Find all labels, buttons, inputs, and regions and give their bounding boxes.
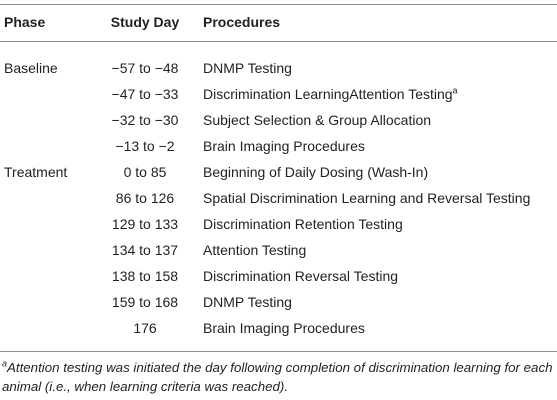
procedure-cell: Discrimination LearningAttention Testing… <box>203 85 458 103</box>
procedure-cell: Discrimination Retention Testing <box>203 215 403 233</box>
procedure-cell: Brain Imaging Procedures <box>203 319 365 337</box>
study-day-cell: 86 to 126 <box>115 190 175 206</box>
procedure-text: Subject Selection & Group Allocation <box>203 112 432 128</box>
procedure-cell: DNMP Testing <box>203 293 292 311</box>
procedure-text: Discrimination Retention Testing <box>203 216 403 232</box>
procedure-text: Beginning of Daily Dosing (Wash-In) <box>203 164 429 180</box>
study-day-cell: −57 to −48 <box>111 60 179 76</box>
footnote-marker: a <box>2 358 8 369</box>
study-day-cell: 159 to 168 <box>111 294 179 310</box>
study-day-cell: −47 to −33 <box>111 86 179 102</box>
procedure-text: DNMP Testing <box>203 294 292 310</box>
study-day-cell: 176 <box>133 320 157 336</box>
procedure-text: Spatial Discrimination Learning and Reve… <box>203 190 531 206</box>
procedure-text: DNMP Testing <box>203 60 292 76</box>
study-day-cell: −32 to −30 <box>111 112 179 128</box>
procedure-text: Attention Testing <box>203 242 307 258</box>
study-day-cell: 129 to 133 <box>111 216 179 232</box>
study-day-cell: 134 to 137 <box>111 242 179 258</box>
procedure-cell: Attention Testing <box>203 241 306 259</box>
procedure-text: Discrimination Reversal Testing <box>203 268 399 284</box>
procedure-cell: Discrimination Reversal Testing <box>203 267 398 285</box>
procedure-cell: Beginning of Daily Dosing (Wash-In) <box>203 163 428 181</box>
procedure-text: Brain Imaging Procedures <box>203 138 365 154</box>
study-day-cell: −13 to −2 <box>115 138 175 154</box>
procedure-cell: Subject Selection & Group Allocation <box>203 111 431 129</box>
procedure-cell: Brain Imaging Procedures <box>203 137 365 155</box>
procedure-text: Brain Imaging Procedures <box>203 320 365 336</box>
header-phase: Phase <box>4 14 46 30</box>
study-day-cell: 138 to 158 <box>111 268 179 284</box>
top-rule <box>0 4 557 5</box>
footnote-ref: a <box>452 85 458 96</box>
procedure-cell: Spatial Discrimination Learning and Reve… <box>203 189 530 207</box>
procedure-text: Discrimination LearningAttention Testing <box>203 86 453 102</box>
procedure-cell: DNMP Testing <box>203 59 292 77</box>
footnote: aAttention testing was initiated the day… <box>2 358 555 396</box>
footnote-text: Attention testing was initiated the day … <box>2 360 553 394</box>
phase-cell: Baseline <box>4 60 58 76</box>
bottom-rule <box>0 351 557 352</box>
header-study-day: Study Day <box>110 14 180 30</box>
phase-cell: Treatment <box>4 164 68 180</box>
header-procedures: Procedures <box>203 14 281 30</box>
study-day-cell: 0 to 85 <box>123 164 167 180</box>
header-rule <box>0 41 557 42</box>
